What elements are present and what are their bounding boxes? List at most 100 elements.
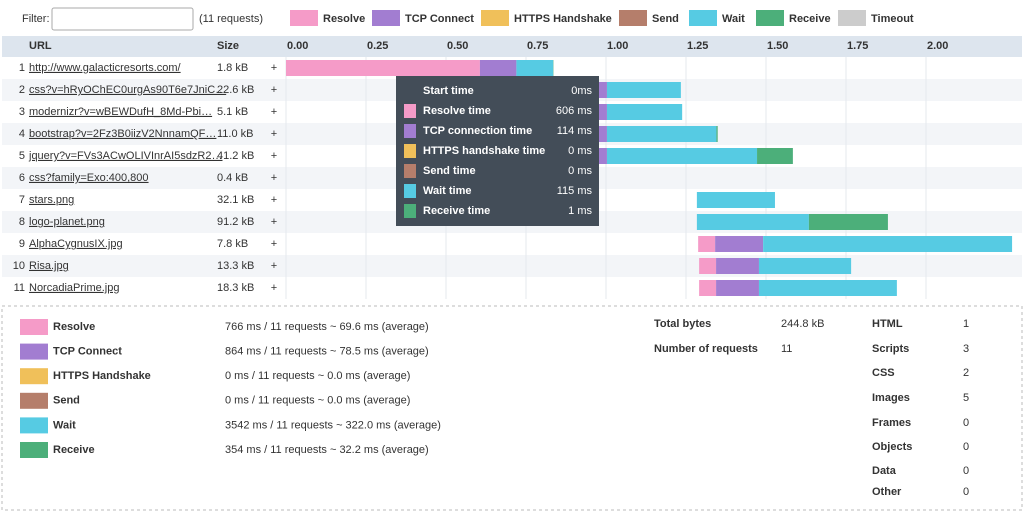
row-index: 7 bbox=[19, 194, 25, 206]
count-value: 0 bbox=[963, 465, 969, 477]
tooltip-label: HTTPS handshake time bbox=[423, 145, 545, 157]
x-tick-label: 0.75 bbox=[527, 40, 548, 52]
total-value: 244.8 kB bbox=[781, 318, 824, 330]
filter-label: Filter: bbox=[22, 13, 50, 25]
legend-swatch bbox=[838, 10, 866, 26]
timing-segment bbox=[696, 214, 809, 230]
request-size: 41.2 kB bbox=[217, 150, 254, 162]
count-value: 0 bbox=[963, 441, 969, 453]
column-header: URL bbox=[29, 40, 52, 52]
request-size: 5.1 kB bbox=[217, 106, 248, 118]
x-tick-label: 1.75 bbox=[847, 40, 868, 52]
legend-swatch bbox=[689, 10, 717, 26]
tooltip-label: Send time bbox=[423, 165, 476, 177]
count-label: Other bbox=[872, 486, 902, 498]
table-header bbox=[2, 36, 1022, 57]
summary-stat: 864 ms / 11 requests ~ 78.5 ms (average) bbox=[225, 346, 429, 358]
request-size: 1.8 kB bbox=[217, 62, 248, 74]
count-label: HTML bbox=[872, 318, 903, 330]
total-label: Number of requests bbox=[654, 343, 758, 355]
request-url[interactable]: NorcadiaPrime.jpg bbox=[29, 282, 119, 294]
summary-name: TCP Connect bbox=[53, 346, 122, 358]
request-url[interactable]: bootstrap?v=2Fz3B0iizV2NnnamQF… bbox=[29, 128, 216, 140]
timing-segment bbox=[479, 60, 517, 76]
expand-button[interactable]: + bbox=[271, 62, 277, 74]
legend-label: Wait bbox=[722, 13, 745, 25]
request-size: 32.1 kB bbox=[217, 194, 254, 206]
row-index: 6 bbox=[19, 172, 25, 184]
count-value: 0 bbox=[963, 486, 969, 498]
timing-segment bbox=[758, 258, 852, 274]
row-index: 9 bbox=[19, 238, 25, 250]
expand-button[interactable]: + bbox=[271, 238, 277, 250]
timing-segment bbox=[606, 148, 758, 164]
timing-segment bbox=[716, 258, 759, 274]
tooltip-value: 0ms bbox=[571, 85, 592, 97]
request-count: (11 requests) bbox=[199, 13, 263, 25]
timing-segment bbox=[606, 126, 717, 142]
summary-stat: 354 ms / 11 requests ~ 32.2 ms (average) bbox=[225, 444, 429, 456]
row-index: 4 bbox=[19, 128, 25, 140]
timing-segment bbox=[763, 236, 1013, 252]
count-label: Objects bbox=[872, 441, 912, 453]
tooltip-label: Receive time bbox=[423, 205, 490, 217]
legend-label: Resolve bbox=[323, 13, 365, 25]
request-url[interactable]: Risa.jpg bbox=[29, 260, 69, 272]
request-url[interactable]: jquery?v=FVs3ACwOLIVInrAI5sdzR2… bbox=[28, 150, 223, 162]
summary-stat: 0 ms / 11 requests ~ 0.0 ms (average) bbox=[225, 370, 410, 382]
expand-button[interactable]: + bbox=[271, 128, 277, 140]
tooltip-value: 114 ms bbox=[557, 125, 593, 137]
request-url[interactable]: css?family=Exo:400,800 bbox=[29, 172, 149, 184]
count-label: Frames bbox=[872, 417, 911, 429]
tooltip-label: Wait time bbox=[423, 185, 472, 197]
summary-swatch bbox=[20, 343, 48, 360]
legend-label: Receive bbox=[789, 13, 831, 25]
timing-segment bbox=[696, 192, 775, 208]
request-url[interactable]: css?v=hRyOChEC0urgAs90T6e7JniC… bbox=[29, 84, 226, 96]
request-size: 91.2 kB bbox=[217, 216, 254, 228]
expand-button[interactable]: + bbox=[271, 150, 277, 162]
expand-button[interactable]: + bbox=[271, 106, 277, 118]
request-url[interactable]: stars.png bbox=[29, 194, 74, 206]
expand-button[interactable]: + bbox=[271, 194, 277, 206]
summary-swatch bbox=[20, 368, 48, 385]
summary-name: Resolve bbox=[53, 321, 95, 333]
x-tick-label: 0.00 bbox=[287, 40, 308, 52]
filter-input[interactable] bbox=[51, 7, 194, 31]
request-url[interactable]: logo-planet.png bbox=[29, 216, 105, 228]
summary-stat: 0 ms / 11 requests ~ 0.0 ms (average) bbox=[225, 395, 410, 407]
timing-segment bbox=[716, 126, 718, 142]
tooltip-box bbox=[396, 76, 599, 226]
row-index: 8 bbox=[19, 216, 25, 228]
row-index: 2 bbox=[19, 84, 25, 96]
count-label: Scripts bbox=[872, 343, 909, 355]
legend-label: Timeout bbox=[871, 13, 914, 25]
expand-button[interactable]: + bbox=[271, 260, 277, 272]
summary-swatch bbox=[20, 442, 48, 458]
timing-segment bbox=[715, 236, 764, 252]
timing-segment bbox=[606, 104, 683, 120]
expand-button[interactable]: + bbox=[271, 216, 277, 228]
tooltip-value: 1 ms bbox=[568, 205, 592, 217]
request-url[interactable]: modernizr?v=wBEWDufH_8Md-Pbi… bbox=[29, 106, 212, 118]
count-value: 0 bbox=[963, 417, 969, 429]
count-value: 1 bbox=[963, 318, 969, 330]
timing-bar bbox=[699, 280, 897, 296]
tooltip-value: 0 ms bbox=[568, 145, 592, 157]
count-value: 3 bbox=[963, 343, 969, 355]
request-url[interactable]: http://www.galacticresorts.com/ bbox=[29, 62, 182, 74]
request-size: 22.6 kB bbox=[217, 84, 254, 96]
summary-name: HTTPS Handshake bbox=[53, 370, 151, 382]
request-size: 0.4 kB bbox=[217, 172, 248, 184]
timing-bar bbox=[698, 236, 1013, 252]
expand-button[interactable]: + bbox=[271, 172, 277, 184]
legend-label: TCP Connect bbox=[405, 13, 474, 25]
x-tick-label: 1.50 bbox=[767, 40, 788, 52]
timing-segment bbox=[516, 60, 554, 76]
tooltip-label: Start time bbox=[423, 85, 474, 97]
expand-button[interactable]: + bbox=[271, 84, 277, 96]
request-url[interactable]: AlphaCygnusIX.jpg bbox=[29, 238, 123, 250]
expand-button[interactable]: + bbox=[271, 282, 277, 294]
x-tick-label: 0.25 bbox=[367, 40, 388, 52]
x-tick-label: 1.00 bbox=[607, 40, 628, 52]
